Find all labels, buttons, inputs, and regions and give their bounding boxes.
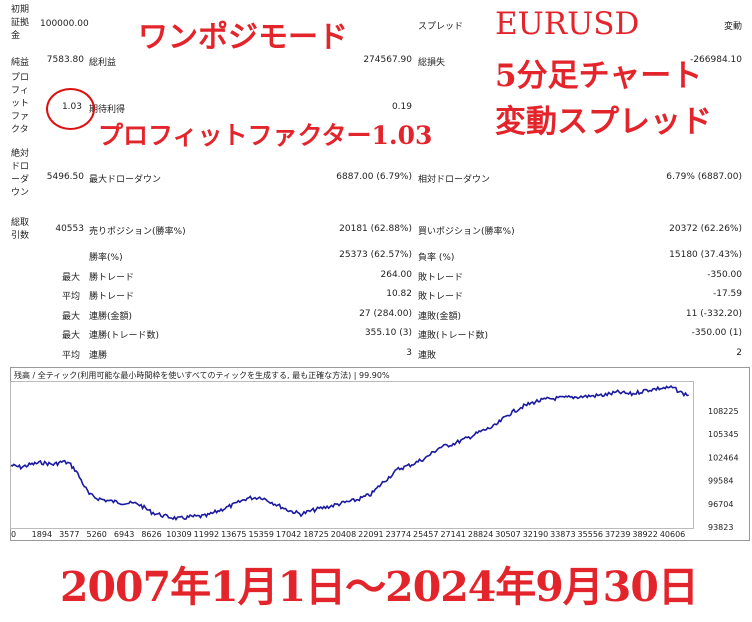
rel-drawdown-value: 6.79% (6887.00) xyxy=(666,172,742,182)
highlight-circle xyxy=(46,88,95,130)
long-positions-label: 買いポジション(勝率%) xyxy=(418,227,515,237)
row-left-label: 連勝(金額) xyxy=(89,312,133,322)
gross-loss-value: -266984.10 xyxy=(690,55,742,65)
row-right-value: -350.00 (1) xyxy=(691,328,742,338)
loss-rate-value: 15180 (37.43%) xyxy=(669,250,742,260)
symbol-annotation: EURUSD xyxy=(495,6,640,42)
row-prefix: 最大 xyxy=(62,273,81,283)
gross-profit-label: 総利益 xyxy=(89,58,117,68)
row-left-label: 勝トレード xyxy=(89,273,135,283)
row-right-label: 連敗 xyxy=(418,351,437,361)
win-rate-label: 勝率(%) xyxy=(89,253,123,263)
timeframe-annotation: 5分足チャート xyxy=(495,58,703,94)
win-rate-value: 25373 (62.57%) xyxy=(339,250,412,260)
row-left-value: 355.10 (3) xyxy=(364,328,412,338)
row-prefix: 平均 xyxy=(62,351,81,361)
row-left-value: 264.00 xyxy=(380,270,413,280)
profit-factor-annotation: プロフィットファクター1.03 xyxy=(98,121,433,150)
row-left-label: 勝トレード xyxy=(89,292,135,302)
row-left-value: 10.82 xyxy=(386,289,412,299)
initial-deposit-label: 初期 証拠 金 xyxy=(11,5,30,41)
spread-label: スプレッド xyxy=(418,22,464,32)
max-drawdown-value: 6887.00 (6.79%) xyxy=(336,172,412,182)
chart-title: 残高 / 全ティック(利用可能な最小時間枠を使いすべてのティックを生成する, 最… xyxy=(14,371,390,380)
gross-loss-label: 総損失 xyxy=(418,58,446,68)
abs-drawdown-label: 絶対 ドロ ーダ ウン xyxy=(11,149,30,198)
expected-payoff-label: 期待利得 xyxy=(89,105,126,115)
abs-drawdown-value: 5496.50 xyxy=(46,172,84,182)
mode-annotation: ワンポジモード xyxy=(138,20,348,55)
long-positions-value: 20372 (62.26%) xyxy=(669,224,742,234)
plot-area xyxy=(10,381,694,529)
row-right-value: -17.59 xyxy=(712,289,742,299)
row-prefix: 最大 xyxy=(62,331,81,341)
row-left-label: 連勝 xyxy=(89,351,108,361)
period-annotation: 2007年1月1日～2024年9月30日 xyxy=(60,563,699,611)
row-left-label: 連勝(トレード数) xyxy=(89,331,160,341)
row-prefix: 最大 xyxy=(62,312,81,322)
rel-drawdown-label: 相対ドローダウン xyxy=(418,175,491,185)
net-profit-label: 純益 xyxy=(11,58,30,68)
row-left-value: 3 xyxy=(406,348,412,358)
row-right-label: 連敗(金額) xyxy=(418,312,462,322)
initial-deposit-value: 100000.00 xyxy=(40,19,89,29)
spread-annotation: 変動スプレッド xyxy=(495,104,712,140)
short-positions-label: 売りポジション(勝率%) xyxy=(89,227,186,237)
row-right-value: 11 (-332.20) xyxy=(685,309,742,319)
profit-factor-label: プロ フィ ット ファ クタ xyxy=(11,73,30,135)
row-right-label: 敗トレード xyxy=(418,273,464,283)
max-drawdown-label: 最大ドローダウン xyxy=(89,175,162,185)
row-prefix: 平均 xyxy=(62,292,81,302)
row-left-value: 27 (284.00) xyxy=(359,309,412,319)
spread-value: 変動 xyxy=(723,22,742,32)
total-trades-label: 総取 引数 xyxy=(11,218,30,241)
total-trades-value: 40553 xyxy=(55,224,84,234)
short-positions-value: 20181 (62.88%) xyxy=(339,224,412,234)
gross-profit-value: 274567.90 xyxy=(363,55,412,65)
row-right-label: 敗トレード xyxy=(418,292,464,302)
row-right-value: -350.00 xyxy=(707,270,742,280)
row-right-label: 連敗(トレード数) xyxy=(418,331,489,341)
row-right-value: 2 xyxy=(736,348,742,358)
expected-payoff-value: 0.19 xyxy=(391,102,412,112)
loss-rate-label: 負率 (%) xyxy=(418,253,455,263)
net-profit-value: 7583.80 xyxy=(46,55,84,65)
